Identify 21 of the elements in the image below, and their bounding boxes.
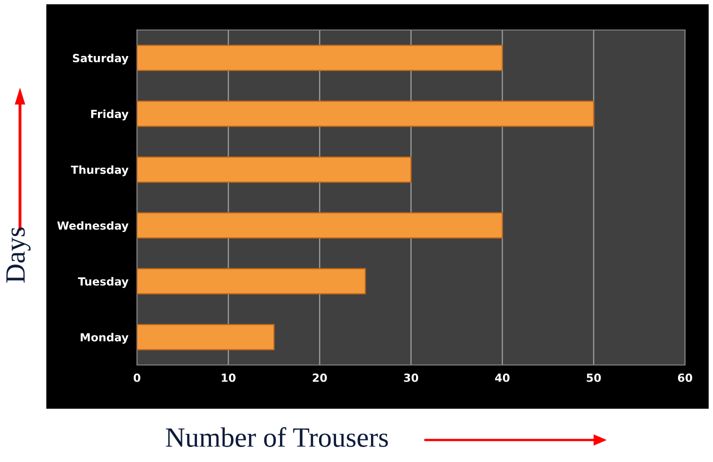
x-tick-label: 10	[222, 374, 236, 382]
x-tick-label: 60	[678, 374, 692, 382]
bar	[137, 268, 366, 294]
y-tick-label: Wednesday	[57, 221, 128, 232]
bar	[137, 100, 594, 127]
x-tick-label: 30	[404, 374, 418, 382]
x-tick-label: 50	[586, 374, 601, 382]
x-tick-label: 20	[312, 374, 327, 382]
bar	[137, 156, 412, 183]
y-tick-label: Friday	[91, 110, 128, 120]
bar	[137, 212, 503, 239]
y-tick-label: Thursday	[70, 165, 128, 176]
y-axis-title: Days	[6, 227, 31, 283]
bar	[137, 324, 275, 350]
x-axis-title: Number of Trousers	[166, 427, 388, 447]
y-tick-label: Saturday	[72, 54, 128, 65]
bar	[137, 44, 503, 72]
x-tick-label: 0	[134, 374, 140, 382]
y-tick-label: Monday	[80, 332, 128, 344]
y-tick-label: Tuesday	[78, 277, 128, 288]
x-tick-label: 40	[495, 374, 510, 382]
